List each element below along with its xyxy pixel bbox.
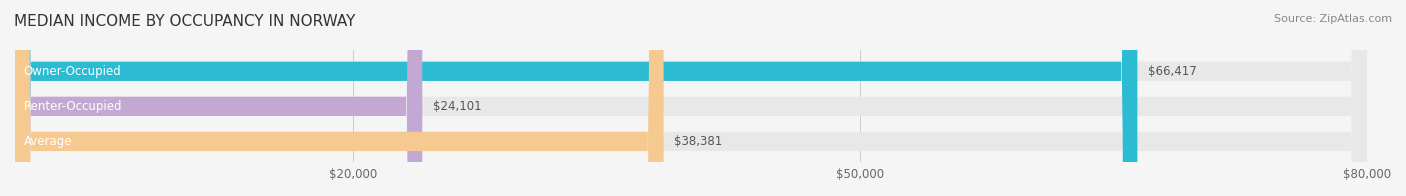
Text: $38,381: $38,381	[675, 135, 723, 148]
Text: $24,101: $24,101	[433, 100, 482, 113]
FancyBboxPatch shape	[15, 0, 1367, 196]
FancyBboxPatch shape	[15, 0, 1137, 196]
Text: Average: Average	[24, 135, 72, 148]
FancyBboxPatch shape	[15, 0, 1367, 196]
Text: MEDIAN INCOME BY OCCUPANCY IN NORWAY: MEDIAN INCOME BY OCCUPANCY IN NORWAY	[14, 14, 356, 29]
Text: Source: ZipAtlas.com: Source: ZipAtlas.com	[1274, 14, 1392, 24]
Text: $66,417: $66,417	[1149, 65, 1197, 78]
FancyBboxPatch shape	[15, 0, 664, 196]
FancyBboxPatch shape	[15, 0, 1367, 196]
Text: Renter-Occupied: Renter-Occupied	[24, 100, 122, 113]
FancyBboxPatch shape	[15, 0, 422, 196]
Text: Owner-Occupied: Owner-Occupied	[24, 65, 121, 78]
